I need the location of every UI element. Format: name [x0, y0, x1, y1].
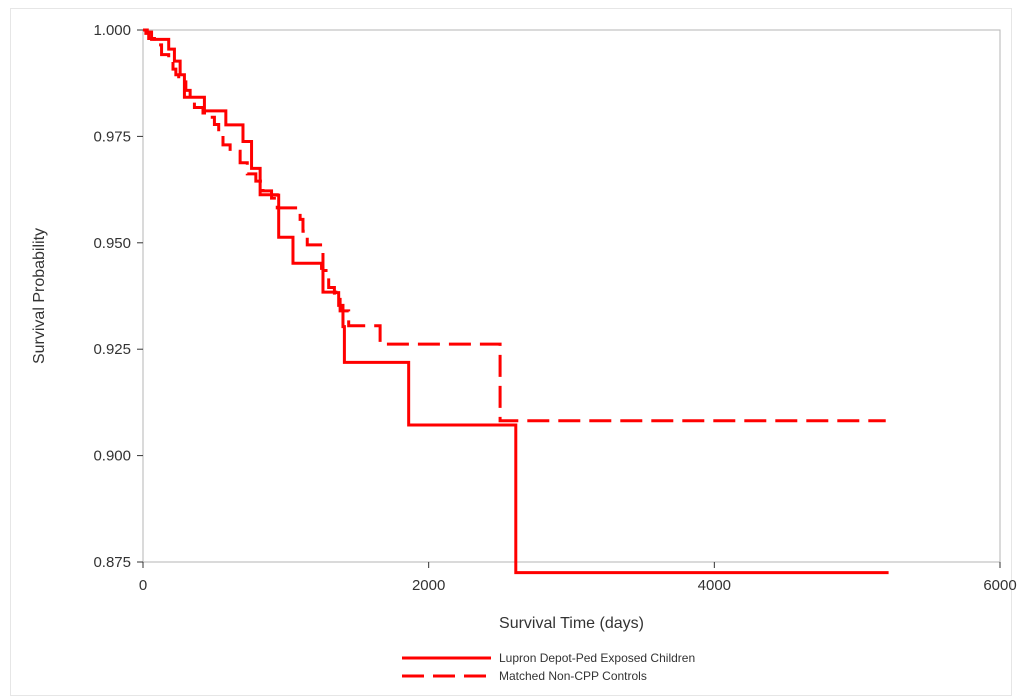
x-tick-label: 2000	[412, 577, 445, 594]
plot-area	[142, 29, 1001, 563]
y-tick-label: 0.875	[93, 554, 131, 571]
series-line-1	[143, 28, 889, 575]
x-tick-label: 6000	[983, 577, 1016, 594]
y-tick-label: 0.950	[93, 235, 131, 252]
x-axis-title: Survival Time (days)	[499, 615, 644, 632]
series-layer	[143, 28, 889, 575]
legend-label-1: Lupron Depot-Ped Exposed Children	[499, 651, 695, 665]
y-tick-label: 0.900	[93, 448, 131, 465]
x-tick-label: 4000	[698, 577, 731, 594]
y-tick-label: 0.925	[93, 341, 131, 358]
x-axis: 0 2000 4000 6000	[139, 562, 1017, 594]
legend: Lupron Depot-Ped Exposed Children Matched…	[402, 651, 695, 683]
x-tick-label: 0	[139, 577, 147, 594]
y-tick-label: 1.000	[93, 22, 131, 39]
y-axis-title: Survival Probability	[31, 228, 48, 364]
legend-label-2: Matched Non-CPP Controls	[499, 669, 647, 683]
y-tick-label: 0.975	[93, 128, 131, 145]
series-line-2	[143, 28, 886, 423]
y-axis: 0.875 0.900 0.925 0.950 0.975 1.000	[93, 22, 143, 571]
chart-frame	[10, 8, 1012, 696]
